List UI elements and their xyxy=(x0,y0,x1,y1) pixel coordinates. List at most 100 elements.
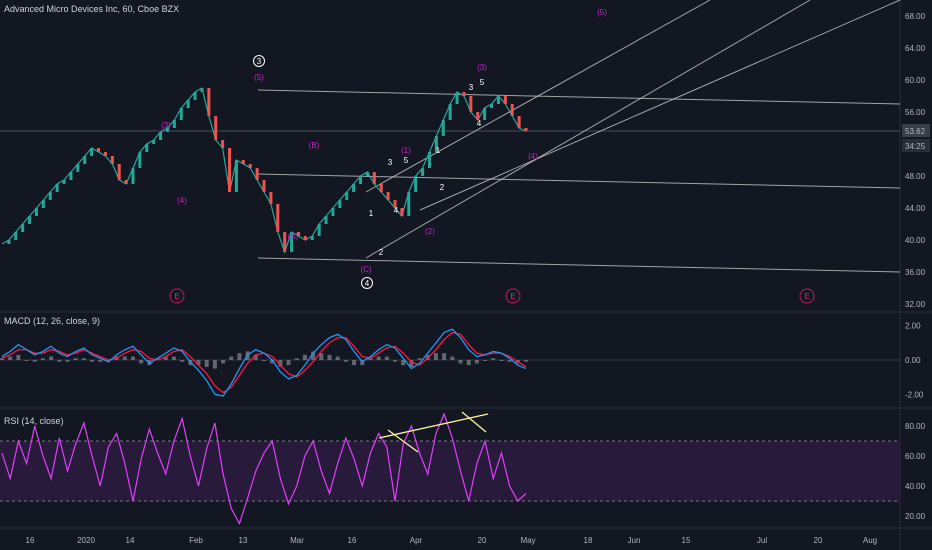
price-candle xyxy=(310,236,314,240)
x-tick-label: 18 xyxy=(584,536,593,545)
macd-tick-label: 0.00 xyxy=(905,356,921,365)
price-candle xyxy=(241,160,245,164)
price-candle xyxy=(331,208,335,216)
price-candle xyxy=(338,200,342,208)
macd-histogram-bar xyxy=(139,360,144,364)
price-candle xyxy=(393,200,397,208)
wave-label: 3 xyxy=(469,83,474,92)
macd-histogram-bar xyxy=(442,353,447,360)
x-tick-label: Jul xyxy=(757,536,767,545)
x-tick-label: 14 xyxy=(126,536,135,545)
last-price-label: 53.62 xyxy=(905,127,926,136)
macd-title: MACD (12, 26, close, 9) xyxy=(4,316,101,326)
wave-label: (5) xyxy=(597,8,607,17)
price-candle xyxy=(262,180,266,192)
wave-label: (3) xyxy=(477,63,487,72)
price-tick-label: 48.00 xyxy=(905,172,926,181)
wave-label: 1 xyxy=(369,209,374,218)
price-candle xyxy=(324,216,328,224)
price-candle xyxy=(503,96,507,104)
price-candle xyxy=(7,240,11,244)
price-candle xyxy=(372,172,376,184)
earnings-event-label: E xyxy=(510,292,515,301)
wave-label: 4 xyxy=(394,206,399,215)
price-candle xyxy=(283,232,287,252)
macd-histogram-bar xyxy=(294,358,299,360)
price-candle xyxy=(97,148,101,152)
rsi-line xyxy=(1,412,527,526)
macd-histogram-bar xyxy=(499,360,504,361)
macd-histogram-bar xyxy=(171,356,176,360)
rsi-tick-label: 40.00 xyxy=(905,482,926,491)
macd-histogram-bar xyxy=(278,360,283,367)
x-tick-label: 2020 xyxy=(77,536,95,545)
price-tick-label: 60.00 xyxy=(905,76,926,85)
price-candle xyxy=(193,92,197,100)
circled-wave-marker xyxy=(361,277,373,289)
rsi-divergence-line xyxy=(461,411,487,433)
macd-histogram-bar xyxy=(507,360,512,362)
earnings-event-label: E xyxy=(804,292,809,301)
wave-label: 5 xyxy=(404,156,409,165)
macd-histogram-bar xyxy=(352,360,357,366)
macd-histogram-bar xyxy=(311,351,316,360)
price-tick-label: 36.00 xyxy=(905,268,926,277)
wave-label: (C) xyxy=(360,265,371,274)
price-candle xyxy=(469,96,473,112)
last-price-badge xyxy=(902,124,930,138)
price-candle xyxy=(414,176,418,192)
price-candle xyxy=(517,116,521,128)
macd-histogram-bar xyxy=(155,358,160,360)
wave-label: 2 xyxy=(379,248,384,257)
price-candle xyxy=(14,232,18,240)
wave-label: (5) xyxy=(254,73,264,82)
rsi-tick-label: 20.00 xyxy=(905,512,926,521)
macd-histogram-bar xyxy=(483,360,488,361)
price-candle xyxy=(248,164,252,168)
macd-histogram-bar xyxy=(524,360,528,362)
price-candle xyxy=(55,184,59,192)
x-tick-label: 13 xyxy=(239,536,248,545)
price-tick-label: 40.00 xyxy=(905,236,926,245)
rsi-tick-label: 80.00 xyxy=(905,422,926,431)
price-candle xyxy=(48,192,52,200)
rsi-title: RSI (14, close) xyxy=(4,416,64,426)
macd-histogram-bar xyxy=(163,356,168,360)
chart-title: Advanced Micro Devices Inc, 60, Cboe BZX xyxy=(4,4,180,14)
trendline xyxy=(257,257,901,273)
macd-histogram-bar xyxy=(319,353,324,360)
wave-label: 3 xyxy=(388,158,393,167)
earnings-event-icon xyxy=(505,288,521,304)
price-candle xyxy=(110,156,114,164)
macd-histogram-bar xyxy=(491,358,496,360)
macd-histogram-bar xyxy=(376,356,381,360)
price-tick-label: 68.00 xyxy=(905,12,926,21)
price-candle xyxy=(117,164,121,180)
price-tick-label: 56.00 xyxy=(905,108,926,117)
trendline xyxy=(365,0,711,193)
macd-tick-label: -2.00 xyxy=(905,390,924,399)
price-tick-label: 44.00 xyxy=(905,204,926,213)
price-candle xyxy=(221,140,225,148)
macd-histogram-bar xyxy=(286,360,291,366)
price-candle xyxy=(400,208,404,216)
price-candle xyxy=(255,168,259,180)
rsi-tick-label: 60.00 xyxy=(905,452,926,461)
wave-label: 1 xyxy=(436,146,441,155)
x-tick-label: 16 xyxy=(26,536,35,545)
macd-histogram-bar xyxy=(302,354,307,360)
price-candle xyxy=(496,96,500,104)
x-tick-label: Apr xyxy=(410,536,423,545)
x-tick-label: 20 xyxy=(814,536,823,545)
macd-histogram-bar xyxy=(393,360,397,362)
price-candle xyxy=(365,172,369,176)
price-candle xyxy=(41,200,45,208)
price-candle xyxy=(214,116,218,140)
price-candle xyxy=(462,92,466,96)
trendline xyxy=(365,0,811,259)
price-candle xyxy=(124,180,128,184)
trendline xyxy=(257,89,901,105)
wave-label: (3) xyxy=(161,121,171,130)
price-candle xyxy=(276,204,280,232)
